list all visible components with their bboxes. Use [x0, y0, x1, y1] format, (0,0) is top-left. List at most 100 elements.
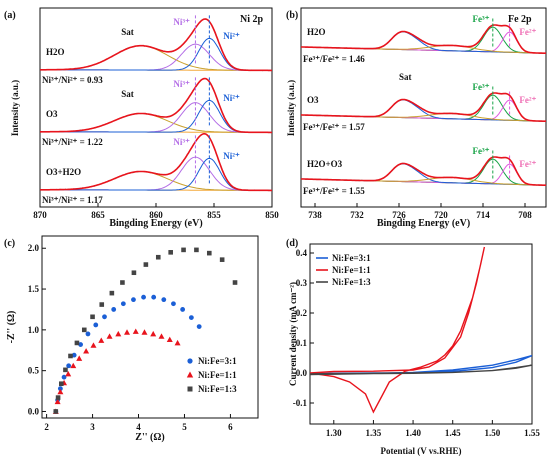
panel-a-ratio: Ni³⁺/Ni²⁺ = 1.22: [42, 137, 103, 147]
panel-c-xlabel: Z'' (Ω): [135, 432, 164, 443]
panel-b-xlabel: Bingding Energy (eV): [377, 218, 470, 229]
panel-d-xtick-label: 1.35: [366, 428, 382, 438]
panel-b-condition: H2O: [307, 27, 326, 37]
panel-c-ytick-label: 1.5: [28, 284, 40, 294]
panel-c-legend-label: Ni:Fe=1:3: [198, 384, 237, 394]
panel-c-point: [151, 294, 157, 300]
panel-c-point: [90, 314, 95, 320]
panel-c-point: [196, 324, 202, 329]
panel-d-series-line: [310, 246, 486, 414]
panel-a-xtick-label: 865: [91, 210, 105, 220]
panel-a-xtick-label: 850: [265, 210, 279, 220]
panel-c-point: [71, 352, 77, 358]
panel-b-fe3-label: Fe³⁺: [473, 146, 490, 156]
panel-c-point: [57, 386, 63, 392]
panel-a-condition: O3: [46, 109, 58, 119]
panel-c-point: [65, 370, 72, 377]
panel-a-condition: O3+H2O: [46, 167, 81, 177]
panel-b-sat-fit: [300, 44, 546, 54]
panel-d-ytick-label: -0.1: [293, 398, 308, 408]
panel-b-xtick-label: 720: [434, 210, 448, 220]
panel-b-envelope: [300, 156, 546, 186]
panel-c-xtick-label: 2: [44, 422, 49, 432]
panel-c-point: [70, 362, 77, 369]
panel-a-ni3-label: Ni³⁺: [173, 137, 190, 147]
panel-c-point: [99, 302, 105, 307]
panel-c-point: [68, 353, 73, 359]
panel-c-legend-marker: [187, 386, 193, 392]
panel-c-xtick-label: 5: [182, 422, 187, 432]
panel-d-ytick-label: 0.3: [296, 278, 308, 288]
panel-b-sat-label: Sat: [399, 72, 412, 82]
panel-c-point: [55, 395, 61, 400]
panel-c-ytick-label: 1.0: [28, 325, 40, 335]
panel-d-label: (d): [286, 238, 298, 249]
panel-c-point: [90, 342, 97, 348]
panel-d-xtick-label: 1.55: [524, 428, 540, 438]
panel-a-ratio: Ni³⁺/Ni²⁺ = 0.93: [42, 75, 103, 85]
panel-b-condition: H2O+O3: [307, 159, 343, 169]
panel-c-point: [158, 333, 165, 339]
panel-c-point: [59, 381, 64, 387]
panel-c-point: [66, 363, 72, 369]
panel-c-point: [111, 307, 117, 312]
panel-a-ni2p-label: Ni 2p: [240, 14, 264, 25]
panel-d-ytick-label: 0.4: [296, 248, 308, 258]
panel-b-envelope: [300, 92, 546, 122]
panel-b-label: (b): [286, 10, 298, 21]
panel-b-condition: O3: [307, 95, 319, 105]
panel-b-ratio: Fe³⁺/Fe²⁺ = 1.55: [303, 186, 365, 196]
panel-b-frame: [300, 7, 547, 208]
panel-b-fe2-label: Fe²⁺: [519, 27, 536, 37]
panel-c-point: [194, 247, 199, 253]
panel-d-xtick-label: 1.50: [484, 428, 500, 438]
panel-c-ytick-label: 0.0: [28, 406, 40, 416]
panel-c-point: [61, 374, 67, 380]
panel-c-legend-marker: [186, 371, 194, 378]
panel-d-xtick-label: 1.30: [326, 428, 342, 438]
panel-c-point: [85, 331, 91, 337]
panel-a-condition: H2O: [46, 47, 65, 57]
panel-c-point: [141, 294, 146, 300]
panel-c-ytick-label: 0.5: [28, 366, 40, 376]
panel-c-point: [131, 270, 137, 276]
panel-d-frame: [309, 243, 533, 425]
panel-b-sat-fit: [300, 112, 546, 122]
panel-c-xtick-label: 3: [90, 422, 95, 432]
panel-c-point: [98, 337, 105, 343]
panel-c-xtick-label: 6: [228, 422, 233, 432]
panel-b-sat-fit: [300, 176, 546, 186]
panel-c-ylabel: -Z'' (Ω): [6, 311, 17, 344]
panel-c-xtick-label: 4: [136, 422, 141, 432]
panel-a-ratio: Ni³⁺/Ni²⁺ = 1.17: [42, 195, 103, 205]
panel-b-fe2-label: Fe²⁺: [519, 95, 536, 105]
panel-c-legend-label: Ni:Fe=1:1: [198, 370, 237, 380]
panel-c-point: [188, 315, 194, 321]
panel-d-ylabel: Current density (mA cm⁻²): [288, 282, 298, 386]
panel-a-ni3-label: Ni³⁺: [173, 17, 190, 27]
panel-a-envelope: [40, 77, 272, 134]
panel-a-envelope: [40, 133, 272, 192]
panel-c-point: [161, 297, 167, 303]
panel-c-point: [174, 339, 181, 346]
panel-d-legend-label: Ni:Fe=1:1: [332, 265, 371, 275]
panel-c-point: [131, 297, 136, 303]
panel-c-legend-marker: [187, 358, 193, 364]
panel-b-fe3-label: Fe³⁺: [473, 82, 490, 92]
panel-c-point: [81, 327, 87, 333]
panel-b-ratio: Fe³⁺/Fe²⁺ = 1.46: [303, 54, 365, 64]
panel-a-xlabel: Bingding Energy (eV): [109, 218, 202, 229]
panel-c-point: [166, 336, 173, 343]
panel-c-point: [102, 314, 107, 320]
panel-d-xtick-label: 1.40: [405, 428, 421, 438]
panel-c-point: [76, 355, 83, 361]
panel-c-point: [57, 388, 64, 395]
panel-b-envelope: [300, 24, 546, 54]
panel-a-label: (a): [4, 10, 16, 21]
panel-a-sat-label: Sat: [121, 89, 134, 99]
panel-b-fe3-label: Fe³⁺: [473, 14, 490, 24]
panel-b-ratio: Fe³⁺/Fe²⁺ = 1.57: [303, 122, 365, 132]
panel-c-point: [54, 398, 61, 405]
panel-a-ni2-label: Ni²⁺: [223, 93, 240, 103]
panel-c-frame: [41, 235, 259, 419]
